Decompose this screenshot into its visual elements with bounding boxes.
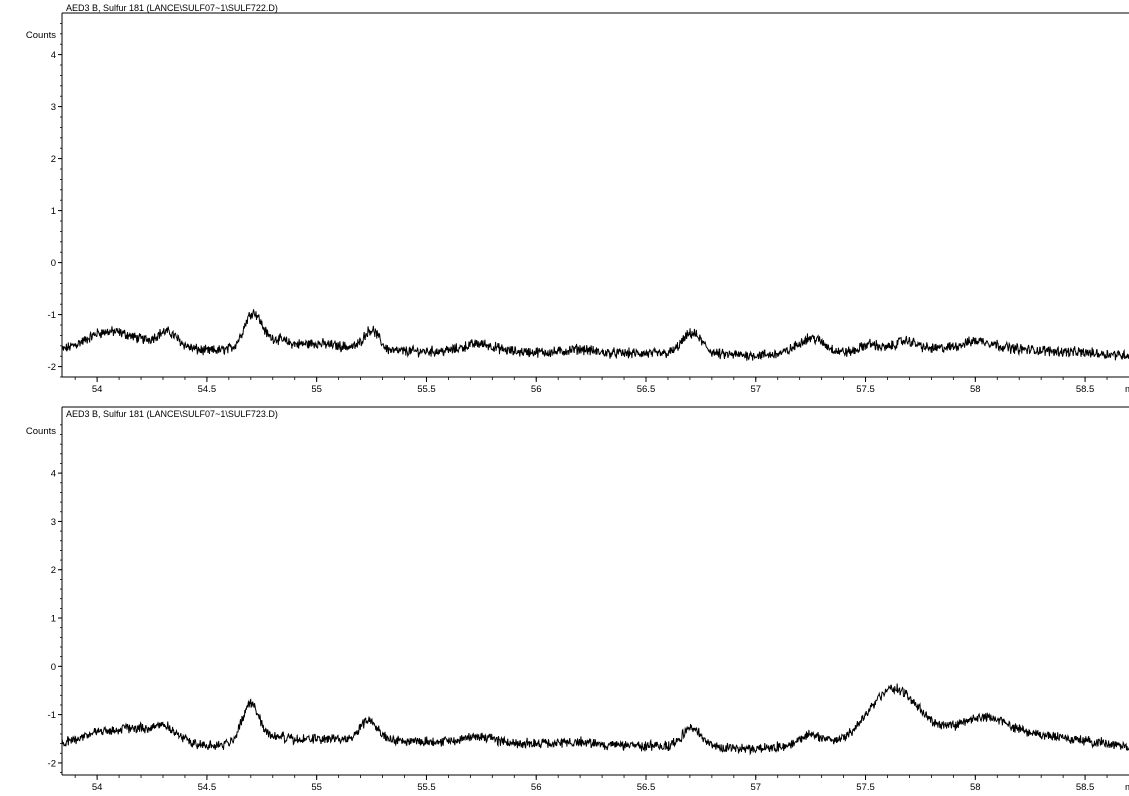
y-tick-label: 3 xyxy=(51,517,56,528)
y-tick-label: 1 xyxy=(51,614,56,625)
y-tick-label: 1 xyxy=(51,206,56,217)
x-tick-label: 54 xyxy=(92,782,103,793)
x-tick-label: 54.5 xyxy=(198,782,217,793)
x-tick-label: 57 xyxy=(750,782,761,793)
x-tick-label: 55.5 xyxy=(417,782,436,793)
x-unit-label: m xyxy=(1125,384,1129,395)
y-tick-label: -1 xyxy=(48,310,56,321)
y-tick-label: 3 xyxy=(51,102,56,113)
signal-trace xyxy=(61,309,1129,361)
x-tick-label: 58.5 xyxy=(1076,782,1095,793)
y-tick-label: 4 xyxy=(51,469,56,480)
x-tick-label: 58 xyxy=(970,782,981,793)
y-axis-label: Counts xyxy=(26,426,56,437)
y-tick-label: 2 xyxy=(51,565,56,576)
chromatogram-panel-sulf723: AED3 B, Sulfur 181 (LANCE\SULF07~1\SULF7… xyxy=(26,406,1129,793)
x-tick-label: 54.5 xyxy=(198,384,217,395)
x-tick-label: 58.5 xyxy=(1076,384,1095,395)
panel-title: AED3 B, Sulfur 181 (LANCE\SULF07~1\SULF7… xyxy=(66,409,278,419)
y-tick-label: -2 xyxy=(48,362,56,373)
y-tick-label: 4 xyxy=(51,50,56,61)
y-tick-label: -1 xyxy=(48,710,56,721)
x-tick-label: 56.5 xyxy=(637,782,656,793)
x-tick-label: 57 xyxy=(750,384,761,395)
x-tick-label: 56 xyxy=(531,384,542,395)
x-tick-label: 55 xyxy=(311,384,322,395)
y-tick-label: -2 xyxy=(48,758,56,769)
y-tick-label: 0 xyxy=(51,662,56,673)
y-tick-label: 0 xyxy=(51,258,56,269)
x-unit-label: m xyxy=(1125,782,1129,793)
x-tick-label: 56 xyxy=(531,782,542,793)
y-axis-label: Counts xyxy=(26,30,56,41)
x-tick-label: 55 xyxy=(311,782,322,793)
x-tick-label: 54 xyxy=(92,384,103,395)
x-tick-label: 55.5 xyxy=(417,384,436,395)
y-tick-label: 2 xyxy=(51,154,56,165)
x-tick-label: 56.5 xyxy=(637,384,656,395)
x-tick-label: 57.5 xyxy=(856,782,875,793)
x-tick-label: 57.5 xyxy=(856,384,875,395)
panel-title: AED3 B, Sulfur 181 (LANCE\SULF07~1\SULF7… xyxy=(66,3,278,13)
chromatogram-panel-sulf722: AED3 B, Sulfur 181 (LANCE\SULF07~1\SULF7… xyxy=(26,3,1129,395)
axes: 4 3 2 1 0 -1 -2 54 54.5 55 55.5 56 56.5 57 57.5 58 58.5 m xyxy=(48,12,1129,395)
axes: 4 3 2 1 0 -1 -2 54 54.5 55 55.5 56 56.5 57 57.5 58 58.5 m xyxy=(48,406,1129,793)
x-tick-label: 58 xyxy=(970,384,981,395)
signal-trace xyxy=(61,683,1129,756)
